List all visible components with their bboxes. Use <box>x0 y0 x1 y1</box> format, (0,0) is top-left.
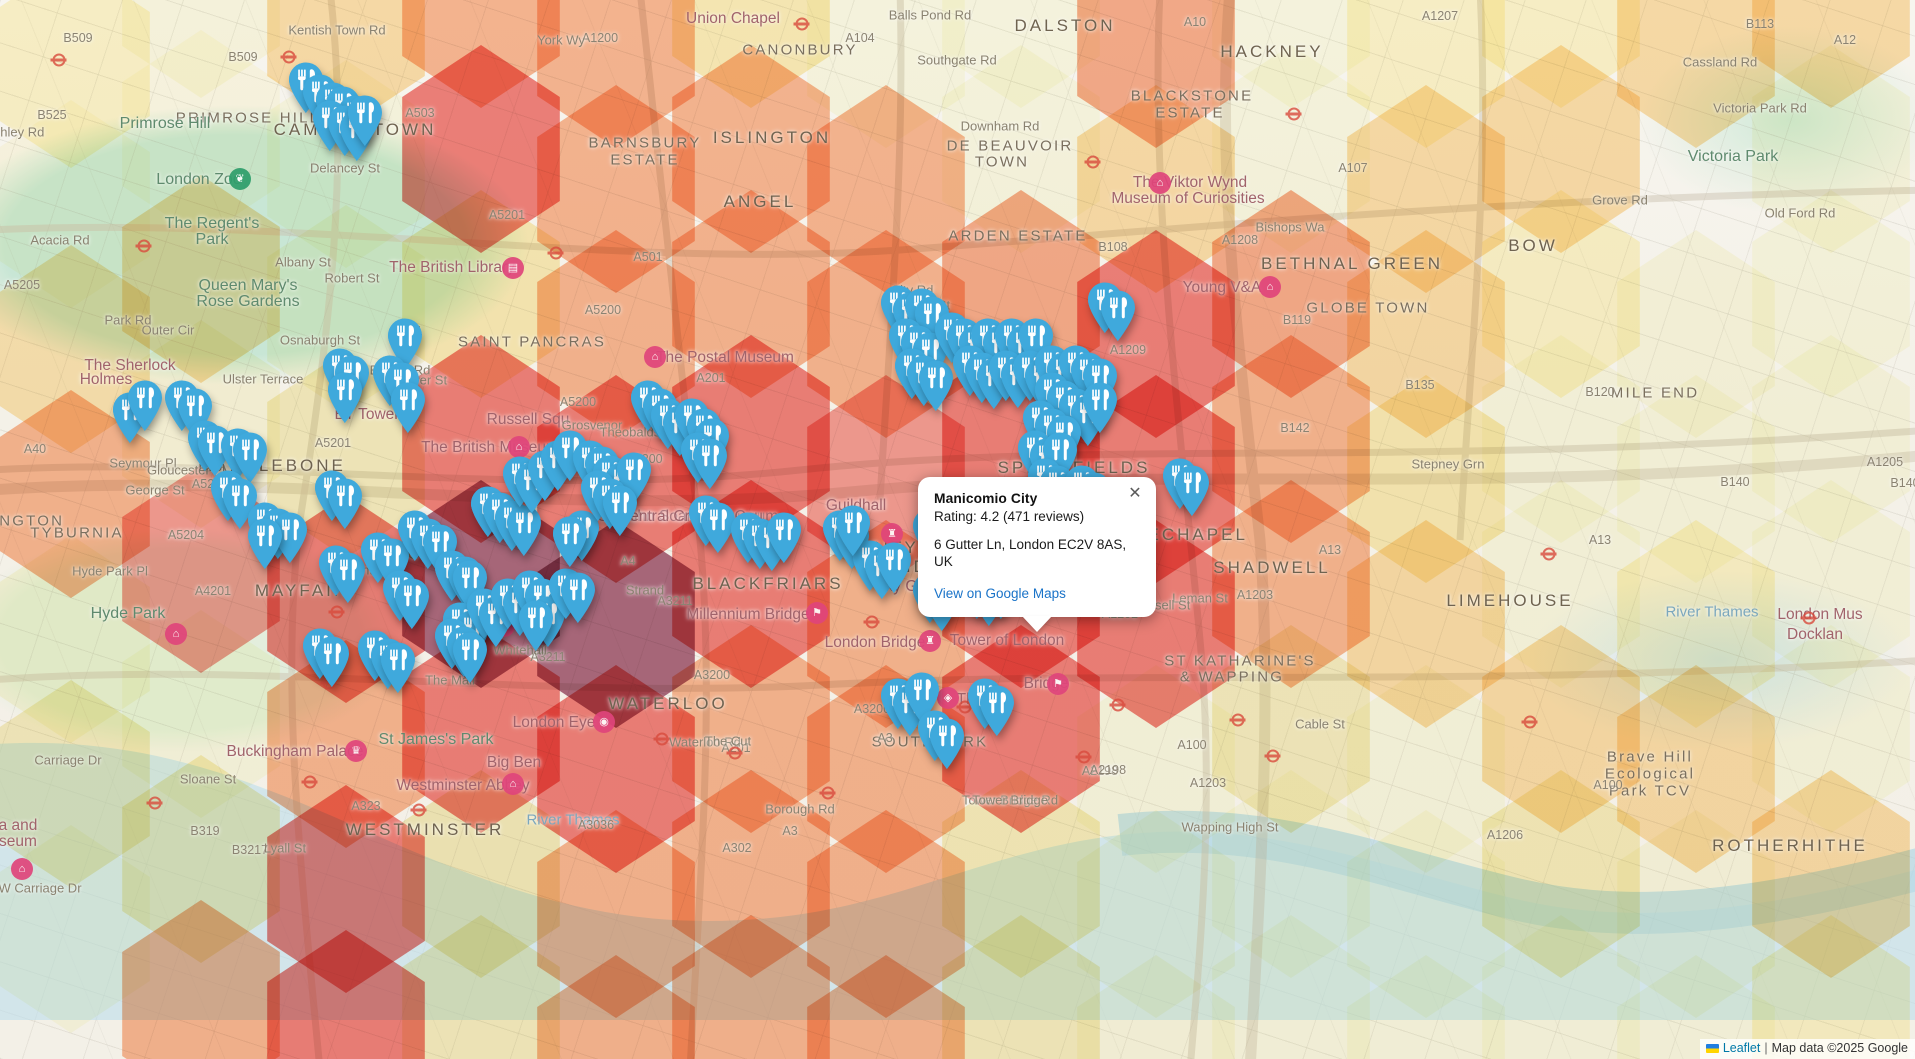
tube-station-icon <box>1285 107 1302 121</box>
restaurant-marker[interactable] <box>1080 380 1120 434</box>
tube-station-icon <box>301 775 318 789</box>
tube-station-icon <box>863 615 880 629</box>
bridge-icon: ⚑ <box>806 602 828 624</box>
restaurant-marker[interactable] <box>385 316 425 370</box>
restaurant-marker[interactable] <box>325 476 365 530</box>
restaurant-marker[interactable] <box>1172 463 1212 517</box>
tube-station-icon <box>1084 155 1101 169</box>
restaurant-marker[interactable] <box>874 540 914 594</box>
museum-icon: ⌂ <box>1149 172 1171 194</box>
restaurant-marker[interactable] <box>764 510 804 564</box>
popup-place-name: Manicomio City <box>934 491 1038 506</box>
tube-station-icon <box>956 700 973 714</box>
restaurant-marker[interactable] <box>1098 288 1138 342</box>
restaurant-marker[interactable] <box>927 716 967 770</box>
palace-icon: ♛ <box>345 740 367 762</box>
popup-tail <box>1022 615 1052 632</box>
attribution-bar: Leaflet | Map data ©2025 Google <box>1699 1039 1915 1059</box>
restaurant-marker[interactable] <box>504 503 544 557</box>
tube-station-icon <box>653 732 670 746</box>
museum-icon: ⌂ <box>11 858 33 880</box>
restaurant-marker[interactable] <box>516 598 556 652</box>
tube-station-icon <box>1800 611 1817 625</box>
museum-icon: ⌂ <box>508 436 530 458</box>
restaurant-marker[interactable] <box>325 370 365 424</box>
restaurant-marker[interactable] <box>345 93 385 147</box>
leaflet-link[interactable]: Leaflet <box>1722 1041 1761 1055</box>
restaurant-marker[interactable] <box>328 550 368 604</box>
ukraine-flag-icon <box>1705 1044 1719 1053</box>
tube-station-icon <box>146 796 163 810</box>
restaurant-marker[interactable] <box>378 640 418 694</box>
guildhall-icon: ♜ <box>881 523 903 545</box>
restaurant-marker[interactable] <box>450 630 490 684</box>
museum-icon: ⌂ <box>1259 276 1281 298</box>
tube-station-icon <box>280 50 297 64</box>
place-info-popup[interactable]: ✕ Manicomio City Rating: 4.2 (471 review… <box>918 477 1156 632</box>
library-icon: ▤ <box>502 257 524 279</box>
tube-station-icon <box>1521 715 1538 729</box>
tube-station-icon <box>1264 749 1281 763</box>
attribution-separator: | <box>1764 1041 1768 1055</box>
tube-station-icon <box>135 239 152 253</box>
tube-station-icon <box>328 605 345 619</box>
tube-station-icon <box>50 53 67 67</box>
tube-station-icon <box>1229 713 1246 727</box>
popup-rating: Rating: 4.2 (471 reviews) <box>934 509 1085 524</box>
restaurant-marker[interactable] <box>245 516 285 570</box>
restaurant-marker[interactable] <box>388 380 428 434</box>
restaurant-marker[interactable] <box>558 570 598 624</box>
tube-station-icon <box>410 803 427 817</box>
eye-icon: ◉ <box>593 711 615 733</box>
tube-station-icon <box>1075 750 1092 764</box>
tube-station-icon <box>547 246 564 260</box>
restaurant-marker[interactable] <box>977 683 1017 737</box>
restaurant-marker[interactable] <box>125 378 165 432</box>
restaurant-marker[interactable] <box>392 576 432 630</box>
towerbridge-icon: ⚑ <box>1047 673 1069 695</box>
castle-icon: ♜ <box>919 630 941 652</box>
popup-address: 6 Gutter Ln, London EC2V 8AS, UK <box>934 537 1127 569</box>
close-icon[interactable]: ✕ <box>1128 485 1142 502</box>
tube-station-icon <box>1109 698 1126 712</box>
view-on-google-maps-link[interactable]: View on Google Maps <box>934 585 1066 601</box>
restaurant-marker[interactable] <box>690 436 730 490</box>
restaurant-marker[interactable] <box>916 358 956 412</box>
tube-station-icon <box>1540 547 1557 561</box>
map-data-credit: Map data ©2025 Google <box>1771 1041 1908 1055</box>
tube-station-icon <box>793 17 810 31</box>
museum-icon: ⌂ <box>644 346 666 368</box>
tube-station-icon <box>726 746 743 760</box>
abbey-icon: ⌂ <box>502 773 524 795</box>
restaurant-marker[interactable] <box>902 670 942 724</box>
restaurant-marker[interactable] <box>550 514 590 568</box>
restaurant-marker[interactable] <box>230 430 270 484</box>
restaurant-marker[interactable] <box>312 634 352 688</box>
zoo-paw-icon: ❦ <box>229 168 251 190</box>
restaurant-marker[interactable] <box>833 503 873 557</box>
restaurant-marker[interactable] <box>600 483 640 537</box>
hydepark-icon: ⌂ <box>165 623 187 645</box>
restaurant-marker[interactable] <box>698 500 738 554</box>
shard-icon: ◈ <box>937 687 959 709</box>
tube-station-icon <box>819 786 836 800</box>
